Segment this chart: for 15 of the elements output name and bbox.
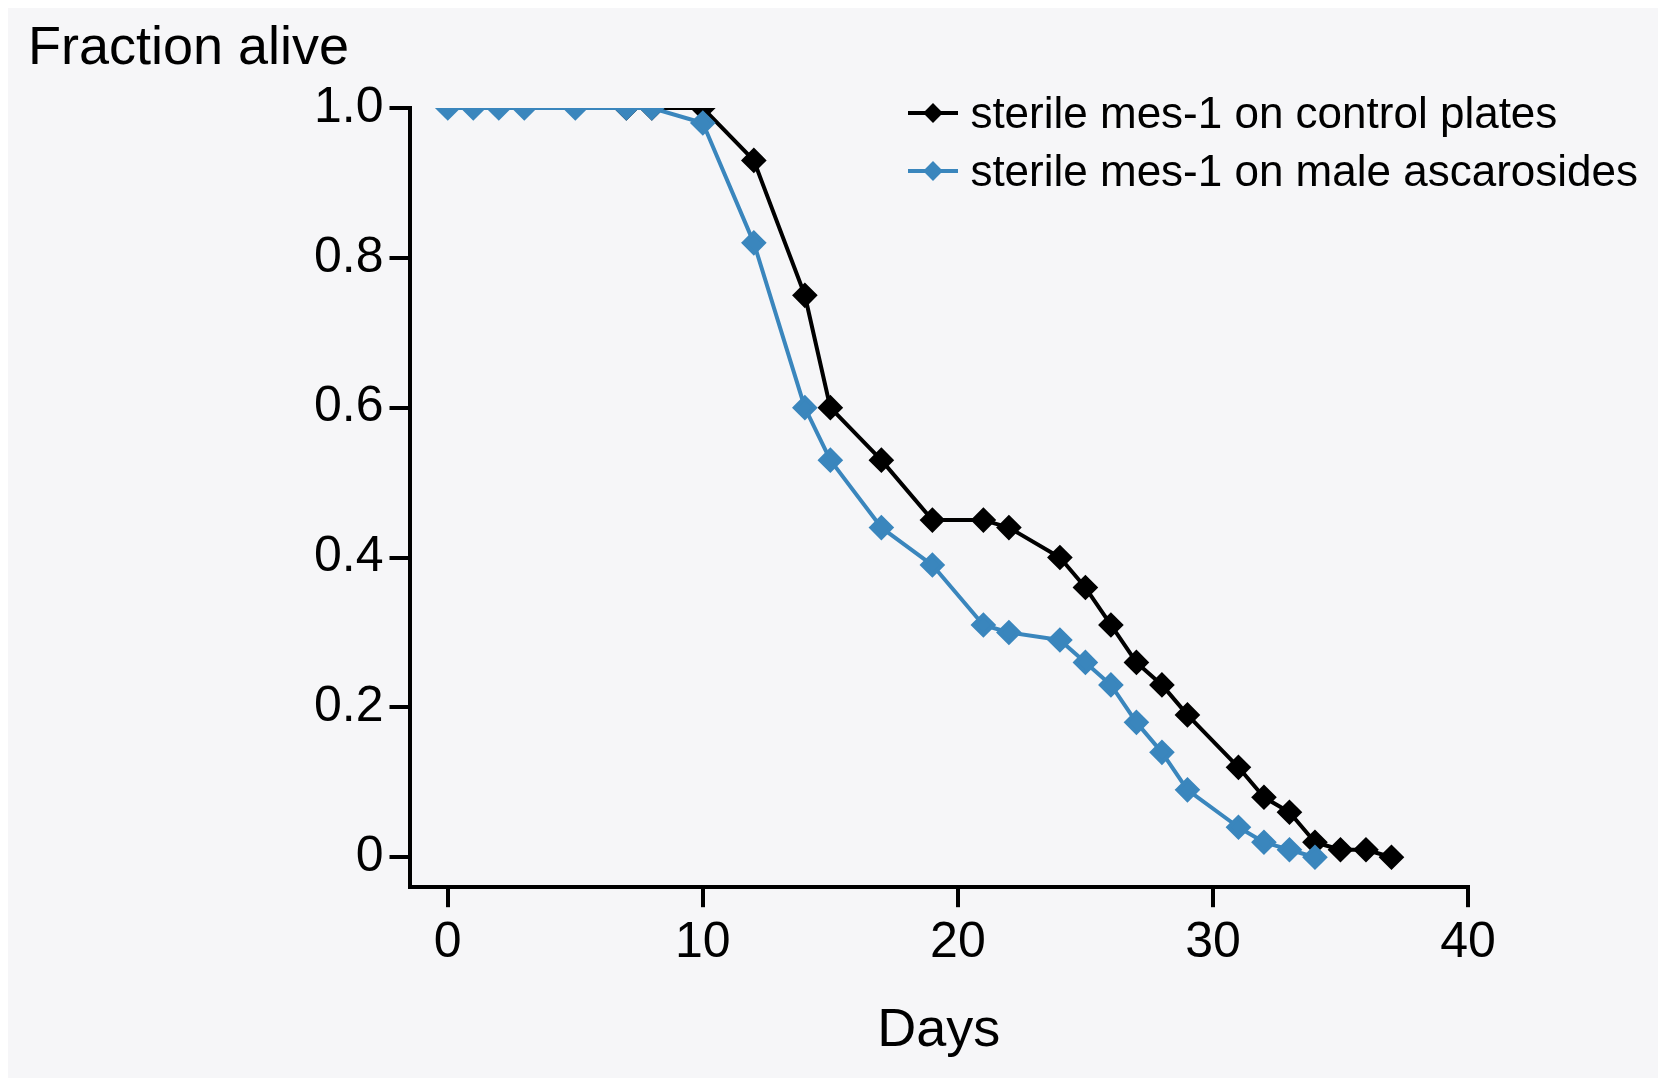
y-tick-label: 0.6 <box>313 376 384 433</box>
y-tick-label: 0.4 <box>313 526 384 583</box>
x-tick-label: 30 <box>1185 911 1241 968</box>
y-tick-label: 0 <box>355 826 384 883</box>
legend-label: sterile mes-1 on control plates <box>970 88 1558 138</box>
x-axis-title: Days <box>877 997 1001 1058</box>
y-tick-label: 1.0 <box>313 76 384 133</box>
y-axis-title: Fraction alive <box>28 14 350 76</box>
y-tick-label: 0.2 <box>313 676 384 733</box>
x-tick-label: 10 <box>675 911 731 968</box>
x-tick-label: 0 <box>433 911 462 968</box>
y-tick-label: 0.8 <box>313 226 384 283</box>
x-tick-label: 40 <box>1440 911 1496 968</box>
legend-label: sterile mes-1 on male ascarosides <box>970 146 1638 196</box>
x-tick-label: 20 <box>930 911 986 968</box>
